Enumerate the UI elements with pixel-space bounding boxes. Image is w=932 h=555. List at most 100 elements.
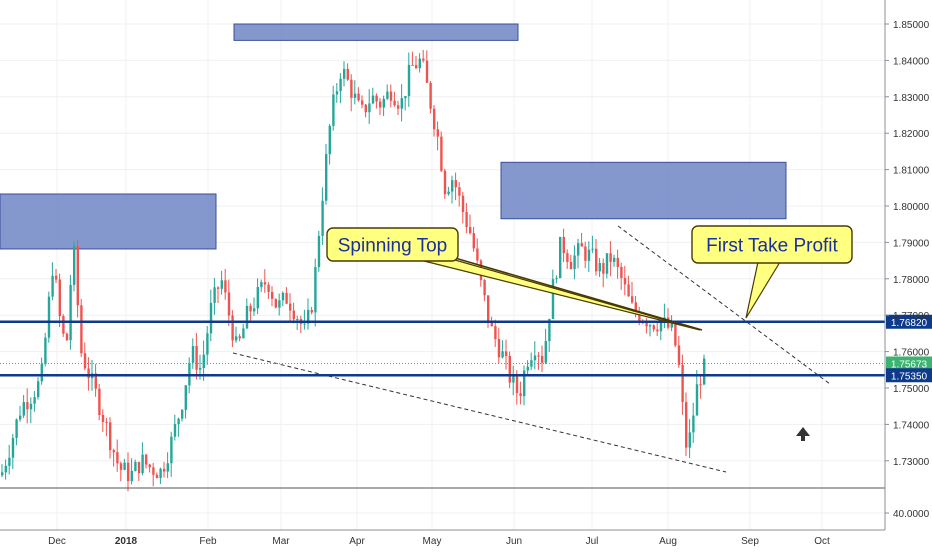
candle-body	[569, 262, 573, 270]
candle-body	[40, 364, 43, 382]
candle-body	[343, 68, 346, 79]
candle-body	[523, 370, 526, 397]
candle-body	[44, 337, 47, 365]
x-tick-label: Aug	[659, 536, 677, 547]
candle-body	[116, 452, 119, 464]
candle-body	[119, 463, 123, 470]
candle-body	[177, 418, 180, 425]
candle-body	[623, 278, 627, 285]
candle-body	[80, 305, 83, 354]
candle-body	[627, 284, 630, 297]
candle-body	[274, 298, 277, 308]
candle-body	[170, 436, 173, 464]
y-tick-label: 1.73000	[893, 457, 930, 468]
candle-body	[249, 305, 252, 312]
x-tick-label: Jun	[506, 536, 522, 547]
candle-body	[231, 315, 234, 341]
y-tick-label: 1.82000	[893, 129, 930, 140]
candle-body	[602, 262, 605, 274]
candle-body	[292, 310, 295, 320]
candle-body	[173, 424, 177, 437]
candle-body	[55, 275, 58, 280]
candle-body	[321, 200, 324, 236]
candle-body	[411, 64, 414, 66]
candle-body	[425, 60, 429, 83]
candle-body	[22, 402, 25, 416]
candle-body	[62, 316, 65, 334]
candle-body	[386, 91, 389, 99]
candle-body	[199, 368, 202, 370]
candle-body	[364, 104, 367, 113]
y-tick-label: 1.76000	[893, 348, 930, 359]
candle-body	[595, 248, 598, 272]
candle-body	[202, 354, 205, 369]
candle-body	[670, 322, 673, 328]
candle-body	[490, 321, 493, 327]
candle-body	[389, 91, 393, 101]
candle-body	[33, 397, 36, 404]
candle-body	[458, 187, 461, 196]
candle-body	[314, 267, 317, 313]
candle-body	[631, 296, 634, 303]
candle-body	[433, 108, 436, 130]
candle-body	[271, 291, 274, 299]
candle-body	[703, 358, 706, 385]
candlestick-series	[1, 49, 706, 492]
candle-body	[375, 95, 378, 102]
candle-body	[15, 419, 18, 438]
candle-body	[112, 450, 115, 453]
supply-zone	[233, 23, 519, 41]
candle-body	[101, 414, 105, 422]
candle-body	[544, 341, 547, 363]
candle-body	[400, 98, 403, 109]
y-tick-label: 1.81000	[893, 166, 930, 177]
candle-body	[656, 329, 659, 332]
candle-body	[537, 355, 540, 357]
lower-trendline	[232, 352, 727, 473]
candle-body	[69, 284, 72, 341]
candle-body	[512, 375, 515, 383]
x-tick-label: Feb	[199, 536, 217, 547]
candle-body	[587, 249, 591, 261]
candle-body	[148, 464, 151, 468]
candle-body	[541, 356, 544, 363]
price-label-text: 1.75350	[891, 371, 928, 382]
candle-body	[209, 302, 213, 334]
candle-body	[353, 93, 357, 98]
candle-body	[519, 393, 522, 397]
x-tick-label: Jul	[586, 536, 599, 547]
y-tick-label: 1.77000	[893, 311, 930, 322]
candle-body	[310, 310, 313, 313]
candle-body	[382, 98, 385, 108]
y-tick-label: 1.79000	[893, 238, 930, 249]
candle-body	[688, 432, 691, 448]
candle-body	[515, 375, 519, 394]
candle-body	[339, 78, 342, 92]
candle-body	[461, 195, 465, 213]
candle-body	[692, 415, 695, 433]
candle-body	[260, 282, 263, 288]
y-tick-label: 1.85000	[893, 20, 930, 31]
candle-body	[303, 323, 306, 325]
supply-zone	[500, 161, 787, 220]
supply-zone	[0, 193, 217, 250]
candle-body	[65, 333, 69, 341]
callout-tail	[745, 261, 782, 319]
candle-body	[98, 388, 101, 415]
candle-body	[141, 454, 144, 474]
y-tick-label: 1.80000	[893, 202, 930, 213]
candle-body	[181, 409, 184, 419]
candle-body	[598, 262, 601, 272]
candle-body	[548, 318, 551, 342]
candle-body	[217, 287, 220, 289]
candle-body	[443, 170, 447, 195]
callout-box	[691, 225, 853, 264]
candle-body	[695, 384, 699, 416]
candle-body	[422, 58, 425, 61]
candle-body	[465, 212, 468, 228]
candle-body	[645, 322, 648, 327]
candle-body	[476, 248, 479, 261]
candle-body	[296, 319, 299, 321]
candle-body	[332, 94, 335, 126]
